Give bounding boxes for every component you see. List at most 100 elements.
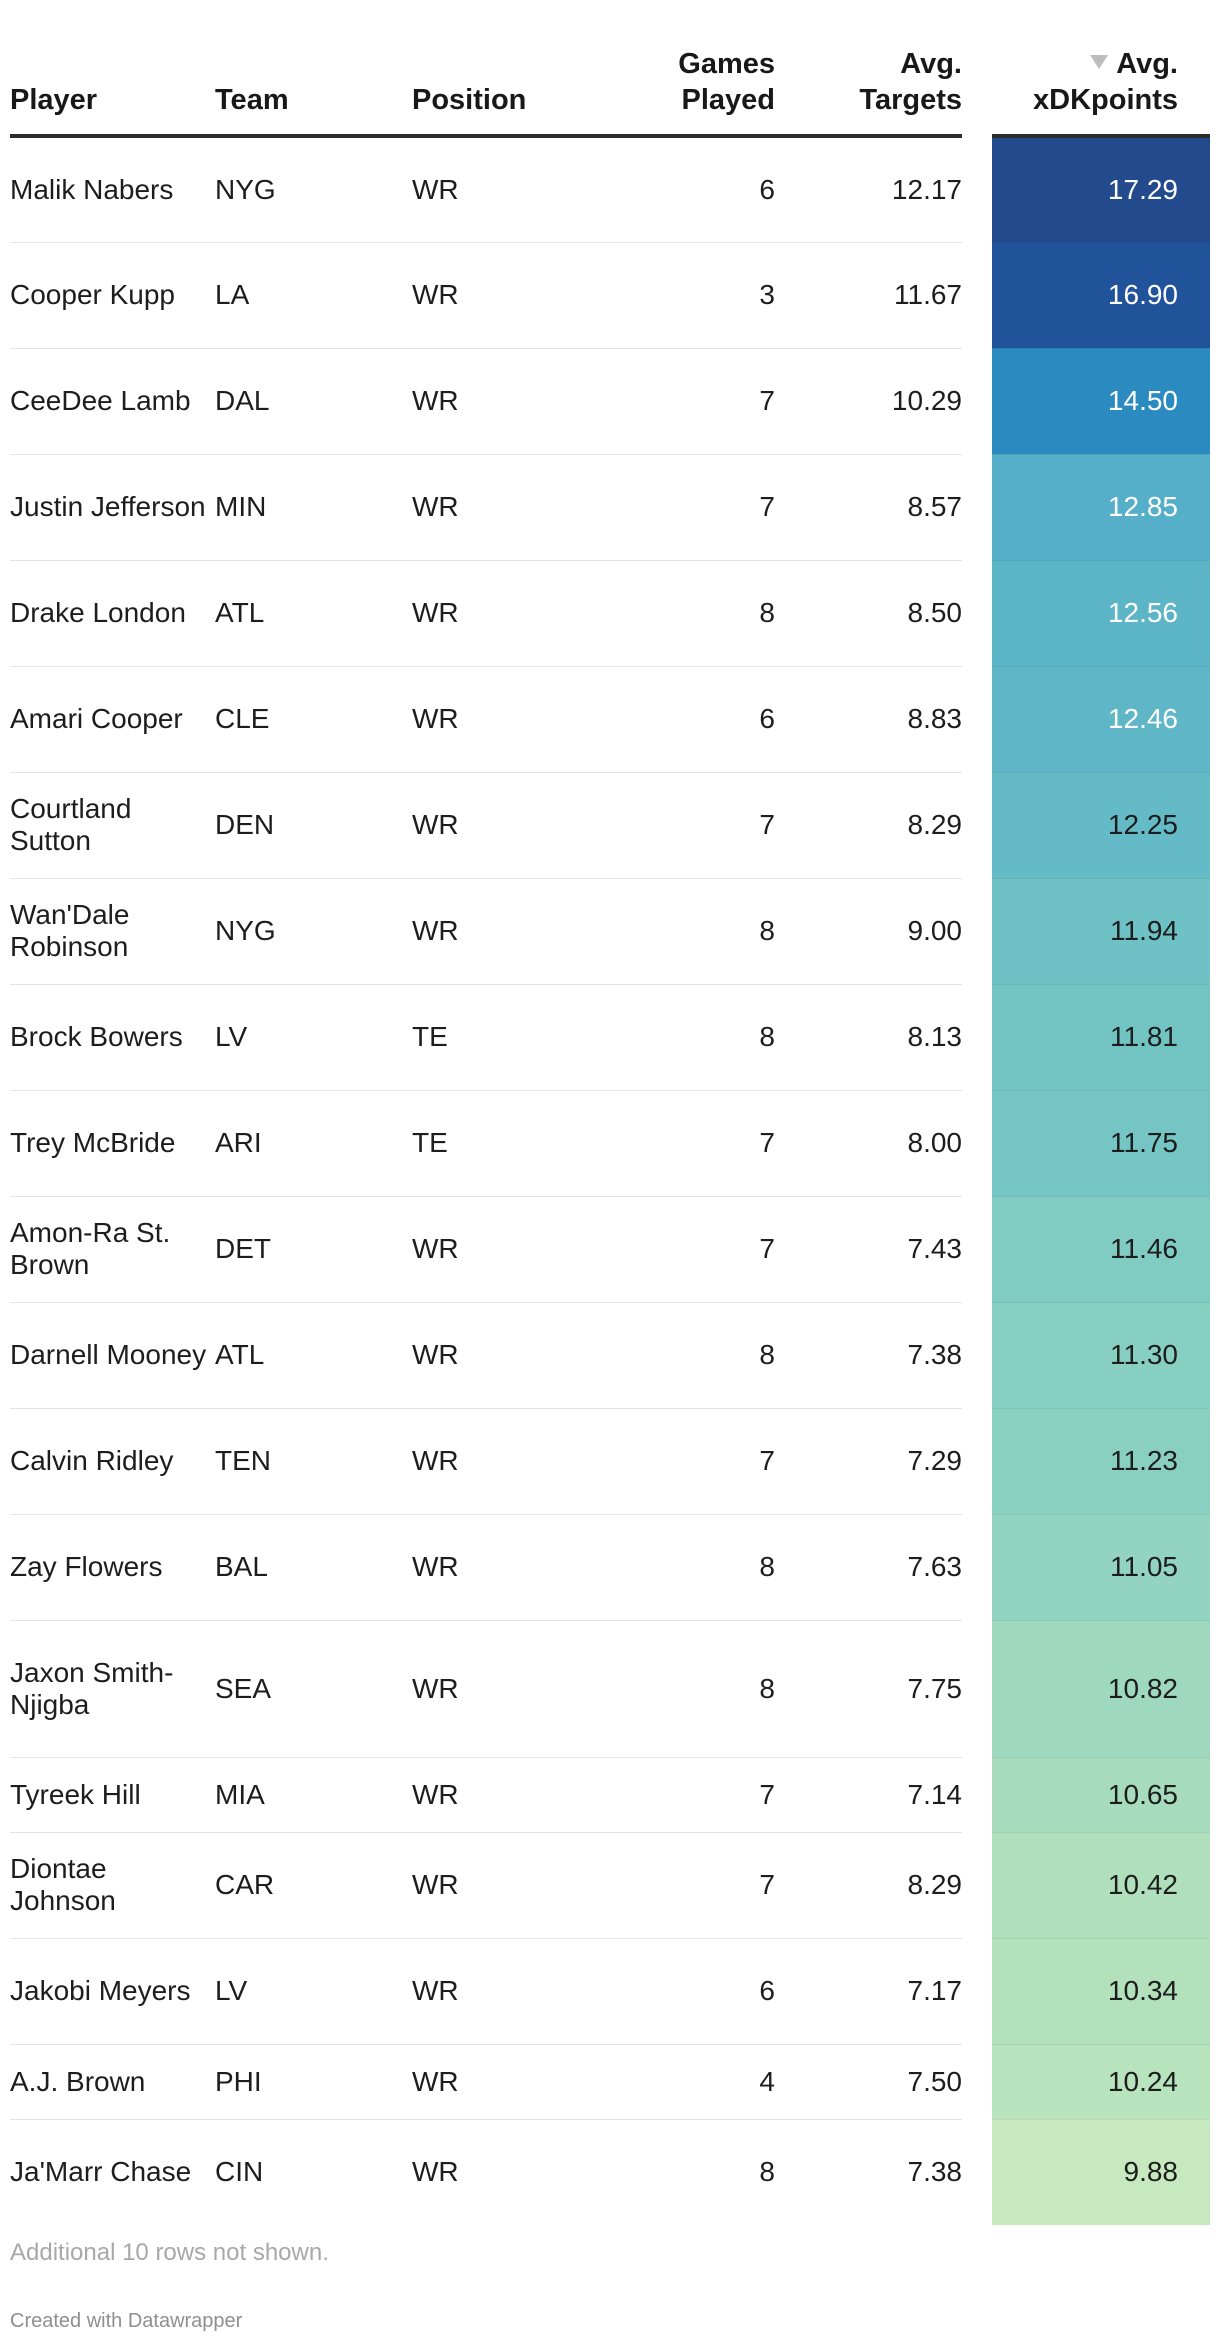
cell-games-played: 3 [602,242,775,349]
cell-player: Wan'Dale Robinson [10,878,215,985]
cell-avg-targets: 7.38 [775,1302,977,1409]
table-row: CeeDee Lamb DAL WR 7 10.29 14.50 [10,348,1210,455]
player-stats-table: Player Team Position Games Played Avg. Tar… [10,0,1210,2225]
cell-games-played: 8 [602,1514,775,1621]
cell-player: Courtland Sutton [10,772,215,879]
cell-position: WR [412,1196,602,1303]
cell-team: MIN [215,454,412,561]
table-row: Malik Nabers NYG WR 6 12.17 17.29 [10,136,1210,243]
cell-position: WR [412,454,602,561]
cell-position: WR [412,560,602,667]
cell-position: TE [412,1090,602,1197]
cell-position: WR [412,2156,459,2188]
cell-position: WR [412,1408,602,1515]
cell-games-played: 7 [602,1196,775,1303]
table-row: Brock Bowers LV TE 8 8.13 11.81 [10,984,1210,1091]
cell-games-played: 8 [602,1620,775,1758]
cell-player: A.J. Brown [10,2044,215,2120]
cell-team: ATL [215,1302,412,1409]
cell-team: LV [215,984,412,1091]
cell-avg-targets: 8.00 [775,1090,977,1197]
cell-avg-xdkpoints: 10.65 [962,1757,1210,1833]
table-row: Cooper Kupp LA WR 3 11.67 16.90 [10,242,1210,349]
cell-games-played: 7 [602,1832,775,1939]
sort-descending-icon [1090,55,1109,69]
cell-player: Calvin Ridley [10,1408,215,1515]
cell-player: Cooper Kupp [10,242,215,349]
cell-team: DAL [215,348,412,455]
column-header-games-played[interactable]: Games Played [602,0,776,138]
cell-team: NYG [215,878,412,985]
cell-avg-xdkpoints: 11.75 [962,1090,1210,1197]
column-header-team[interactable]: Team [215,0,412,138]
cell-team: TEN [215,1408,412,1515]
cell-avg-xdkpoints: 10.24 [962,2044,1210,2120]
cell-team: BAL [215,1514,412,1621]
cell-player: Brock Bowers [10,984,215,1091]
table-row: Amari Cooper CLE WR 6 8.83 12.46 [10,666,1210,773]
cell-avg-targets: 8.13 [775,984,977,1091]
header-row: Player Team Position Games Played Avg. Tar… [10,0,1210,138]
cell-games-played: 8 [602,1302,775,1409]
cell-team: LA [215,242,412,349]
column-header-player-label: Player [10,84,98,116]
cell-games-played: 7 [602,454,775,561]
cell-avg-targets: 7.50 [775,2044,977,2120]
cell-avg-targets: 9.00 [775,878,977,985]
cell-position: WR [412,2044,602,2120]
column-header-targets-line2: Targets [859,84,962,116]
cell-team: CLE [215,666,412,773]
cell-player: Diontae Johnson [10,1832,215,1939]
cell-team: ATL [215,560,412,667]
cell-avg-xdkpoints: 11.23 [962,1408,1210,1515]
cell-team: CAR [215,1832,412,1939]
cell-avg-targets: 7.29 [775,1408,977,1515]
column-header-games-line2: Played [681,84,776,116]
column-header-targets-line1: Avg. [900,48,962,80]
table-row: Darnell Mooney ATL WR 8 7.38 11.30 [10,1302,1210,1409]
cell-team: PHI [215,2044,412,2120]
cell-team: DET [215,1196,412,1303]
cell-position: WR [412,666,602,773]
cell-avg-xdkpoints: 12.25 [962,772,1210,879]
cell-avg-targets: 7.17 [775,1938,977,2045]
column-header-avg-xdkpoints[interactable]: Avg. xDKpoints [962,0,1210,138]
cell-games-played: 7 [602,348,775,455]
column-header-player[interactable]: Player [10,0,215,138]
cell-avg-xdkpoints: 16.90 [962,242,1210,349]
column-header-position[interactable]: Position [412,0,602,138]
cell-avg-targets: 12.17 [775,136,977,243]
table-row: Wan'Dale Robinson NYG WR 8 9.00 11.94 [10,878,1210,985]
column-header-avg-targets[interactable]: Avg. Targets [775,0,977,138]
cell-avg-xdkpoints: 11.81 [962,984,1210,1091]
cell-position: WR [412,242,602,349]
cell-avg-targets: 8.29 [775,772,977,879]
cell-player: Justin Jefferson [10,454,215,561]
cell-player: Jaxon Smith-Njigba [10,1620,215,1758]
datawrapper-credit[interactable]: Created with Datawrapper [10,2310,243,2332]
cell-games-played: 8 [602,878,775,985]
cell-team: SEA [215,1620,412,1758]
cell-games-played: 6 [602,136,775,243]
cell-avg-xdkpoints: 12.46 [962,666,1210,773]
cell-avg-targets: 7.75 [775,1620,977,1758]
cell-position: TE [412,984,602,1091]
table-row: Drake London ATL WR 8 8.50 12.56 [10,560,1210,667]
table-row: Jaxon Smith-Njigba SEA WR 8 7.75 10.82 [10,1620,1210,1758]
column-header-xdk-line2: xDKpoints [1033,84,1178,116]
cell-player: Tyreek Hill [10,1757,215,1833]
cell-player: Darnell Mooney [10,1302,215,1409]
table-row: Justin Jefferson MIN WR 7 8.57 12.85 [10,454,1210,561]
cell-avg-targets: 7.63 [775,1514,977,1621]
table-body: Malik Nabers NYG WR 6 12.17 17.29 Cooper Kupp L… [10,136,1210,2225]
table-row: Zay Flowers BAL WR 8 7.63 11.05 [10,1514,1210,1621]
rows-hidden-note: Additional 10 rows not shown. [10,2239,329,2266]
cell-avg-targets: 10.29 [775,348,977,455]
cell-player: Malik Nabers [10,136,215,243]
cell-avg-xdkpoints: 12.85 [962,454,1210,561]
cell-avg-xdkpoints: 10.34 [962,1938,1210,2045]
table-row: Amon-Ra St. Brown DET WR 7 7.43 11.46 [10,1196,1210,1303]
cell-position: WR [412,1832,602,1939]
table-row: Diontae Johnson CAR WR 7 8.29 10.42 [10,1832,1210,1939]
column-header-team-label: Team [215,84,289,116]
